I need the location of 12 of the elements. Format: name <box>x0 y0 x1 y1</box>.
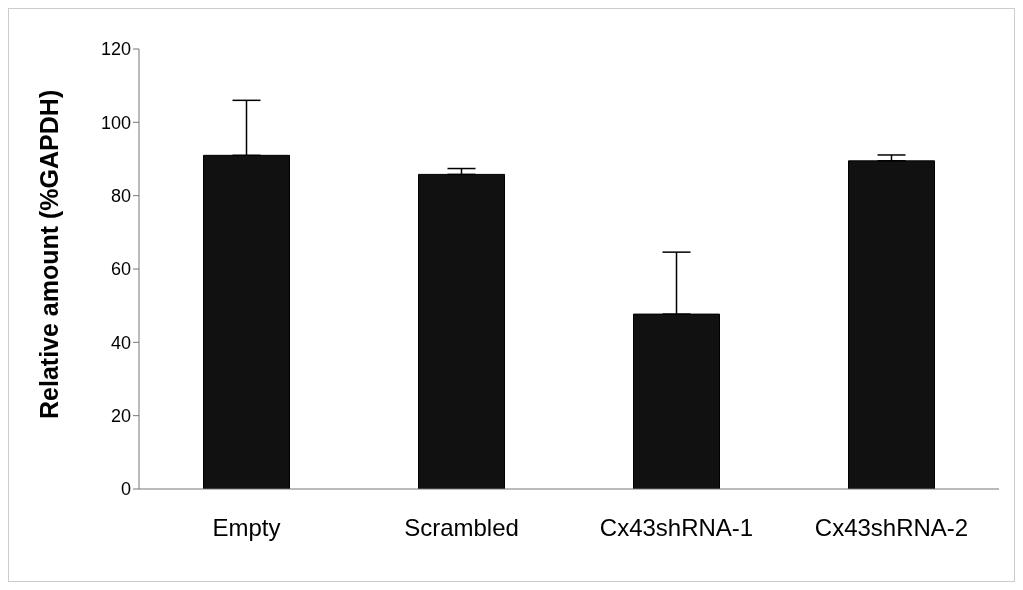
y-tick-label: 120 <box>100 39 131 60</box>
y-tick-label: 100 <box>100 112 131 133</box>
x-tick-label: Cx43shRNA-2 <box>814 514 969 542</box>
y-tick-label: 0 <box>120 479 131 500</box>
y-tick-label: 60 <box>110 259 131 280</box>
y-tick-label: 80 <box>110 186 131 207</box>
y-tick-label: 20 <box>110 406 131 427</box>
y-tick-label: 40 <box>110 332 131 353</box>
x-tick-label: Cx43shRNA-1 <box>599 514 754 542</box>
y-axis-title: Relative amount (%GAPDH) <box>34 89 63 419</box>
x-tick-label: Scrambled <box>404 514 519 542</box>
x-tick-label: Empty <box>212 514 281 542</box>
